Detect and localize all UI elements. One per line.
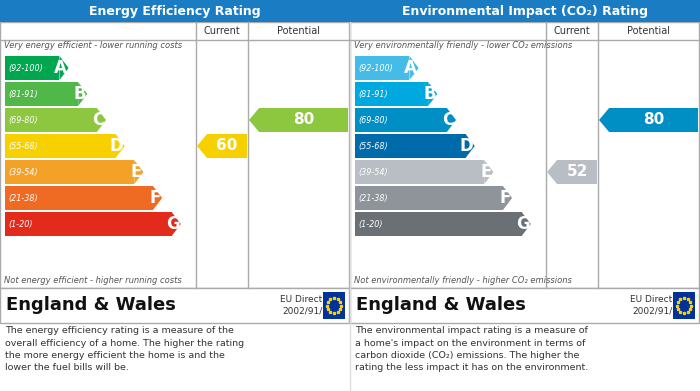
Text: 52: 52 — [566, 165, 588, 179]
Bar — [5, 134, 116, 158]
Text: B: B — [74, 85, 86, 103]
Text: Current: Current — [204, 26, 240, 36]
Text: E: E — [131, 163, 142, 181]
Text: Current: Current — [554, 26, 590, 36]
Text: (39-54): (39-54) — [8, 167, 38, 176]
Text: Potential: Potential — [277, 26, 320, 36]
Bar — [0, 288, 349, 323]
Text: Not energy efficient - higher running costs: Not energy efficient - higher running co… — [4, 276, 182, 285]
Text: (39-54): (39-54) — [358, 167, 388, 176]
Text: (69-80): (69-80) — [358, 115, 388, 124]
Bar — [5, 160, 134, 184]
Bar — [355, 82, 428, 106]
Polygon shape — [249, 108, 259, 132]
Polygon shape — [428, 82, 438, 106]
Bar — [355, 212, 522, 236]
Bar — [350, 22, 699, 288]
Text: D: D — [460, 137, 473, 155]
Bar — [355, 186, 503, 210]
Bar — [5, 108, 97, 132]
Bar — [323, 292, 345, 319]
Polygon shape — [599, 108, 609, 132]
Text: England & Wales: England & Wales — [356, 296, 526, 314]
Polygon shape — [503, 186, 512, 210]
Text: Not environmentally friendly - higher CO₂ emissions: Not environmentally friendly - higher CO… — [354, 276, 572, 285]
Bar — [0, 0, 350, 22]
Bar — [207, 134, 247, 158]
Text: The environmental impact rating is a measure of
a home's impact on the environme: The environmental impact rating is a mea… — [355, 326, 588, 373]
Text: C: C — [442, 111, 454, 129]
Bar — [0, 22, 349, 288]
Text: Environmental Impact (CO₂) Rating: Environmental Impact (CO₂) Rating — [402, 5, 648, 18]
Text: F: F — [149, 189, 161, 207]
Bar — [5, 212, 172, 236]
Text: C: C — [92, 111, 104, 129]
Text: England & Wales: England & Wales — [6, 296, 176, 314]
Polygon shape — [410, 56, 419, 80]
Text: (21-38): (21-38) — [8, 194, 38, 203]
Text: (69-80): (69-80) — [8, 115, 38, 124]
Bar — [5, 82, 78, 106]
Text: G: G — [516, 215, 529, 233]
Polygon shape — [172, 212, 181, 236]
Text: (81-91): (81-91) — [8, 90, 38, 99]
Polygon shape — [447, 108, 456, 132]
Bar — [5, 56, 60, 80]
Polygon shape — [78, 82, 88, 106]
Polygon shape — [134, 160, 144, 184]
Bar — [259, 108, 348, 132]
Text: A: A — [55, 59, 67, 77]
Text: EU Directive
2002/91/EC: EU Directive 2002/91/EC — [630, 295, 686, 316]
Text: Very environmentally friendly - lower CO₂ emissions: Very environmentally friendly - lower CO… — [354, 41, 573, 50]
Polygon shape — [522, 212, 531, 236]
Bar — [355, 108, 447, 132]
Bar — [355, 134, 466, 158]
Text: F: F — [499, 189, 511, 207]
Bar — [355, 56, 409, 80]
Text: (92-100): (92-100) — [358, 63, 393, 72]
Text: (55-68): (55-68) — [358, 142, 388, 151]
Bar — [557, 160, 597, 184]
Polygon shape — [197, 134, 207, 158]
Text: 80: 80 — [293, 113, 314, 127]
Text: D: D — [110, 137, 123, 155]
Bar — [673, 292, 695, 319]
Text: EU Directive
2002/91/EC: EU Directive 2002/91/EC — [280, 295, 336, 316]
Text: (1-20): (1-20) — [358, 219, 382, 228]
Text: B: B — [424, 85, 436, 103]
Polygon shape — [547, 160, 557, 184]
Bar — [350, 288, 699, 323]
Text: Very energy efficient - lower running costs: Very energy efficient - lower running co… — [4, 41, 182, 50]
Text: (1-20): (1-20) — [8, 219, 32, 228]
Polygon shape — [97, 108, 106, 132]
Text: E: E — [481, 163, 492, 181]
Text: 60: 60 — [216, 138, 238, 154]
Text: G: G — [166, 215, 179, 233]
Bar — [350, 0, 700, 22]
Polygon shape — [60, 56, 69, 80]
Text: The energy efficiency rating is a measure of the
overall efficiency of a home. T: The energy efficiency rating is a measur… — [5, 326, 244, 373]
Text: 80: 80 — [643, 113, 664, 127]
Bar — [355, 160, 484, 184]
Text: (81-91): (81-91) — [358, 90, 388, 99]
Polygon shape — [484, 160, 494, 184]
Polygon shape — [153, 186, 162, 210]
Text: Potential: Potential — [627, 26, 670, 36]
Text: (55-68): (55-68) — [8, 142, 38, 151]
Text: Energy Efficiency Rating: Energy Efficiency Rating — [89, 5, 261, 18]
Text: (21-38): (21-38) — [358, 194, 388, 203]
Polygon shape — [116, 134, 125, 158]
Text: A: A — [405, 59, 417, 77]
Text: (92-100): (92-100) — [8, 63, 43, 72]
Bar — [5, 186, 153, 210]
Bar — [609, 108, 698, 132]
Polygon shape — [466, 134, 475, 158]
